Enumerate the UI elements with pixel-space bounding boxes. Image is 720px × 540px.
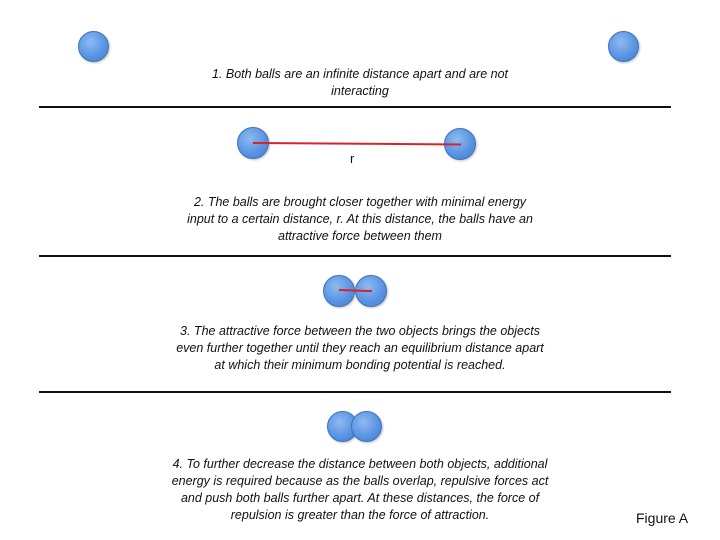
caption-step2: 2. The balls are brought closer together… — [187, 195, 533, 243]
ball-right-step4 — [351, 411, 382, 442]
divider-3 — [39, 391, 671, 393]
caption-step1: 1. Both balls are an infinite distance a… — [211, 67, 509, 98]
ball-left-step1 — [78, 31, 109, 62]
ball-right-step1 — [608, 31, 639, 62]
divider-1 — [39, 106, 671, 108]
distance-label-r: r — [350, 151, 355, 166]
figure-label: Figure A — [636, 510, 689, 526]
caption-step3: 3. The attractive force between the two … — [176, 324, 544, 372]
distance-line-step2 — [252, 142, 462, 146]
divider-2 — [39, 255, 671, 257]
caption-step4: 4. To further decrease the distance betw… — [171, 457, 549, 522]
